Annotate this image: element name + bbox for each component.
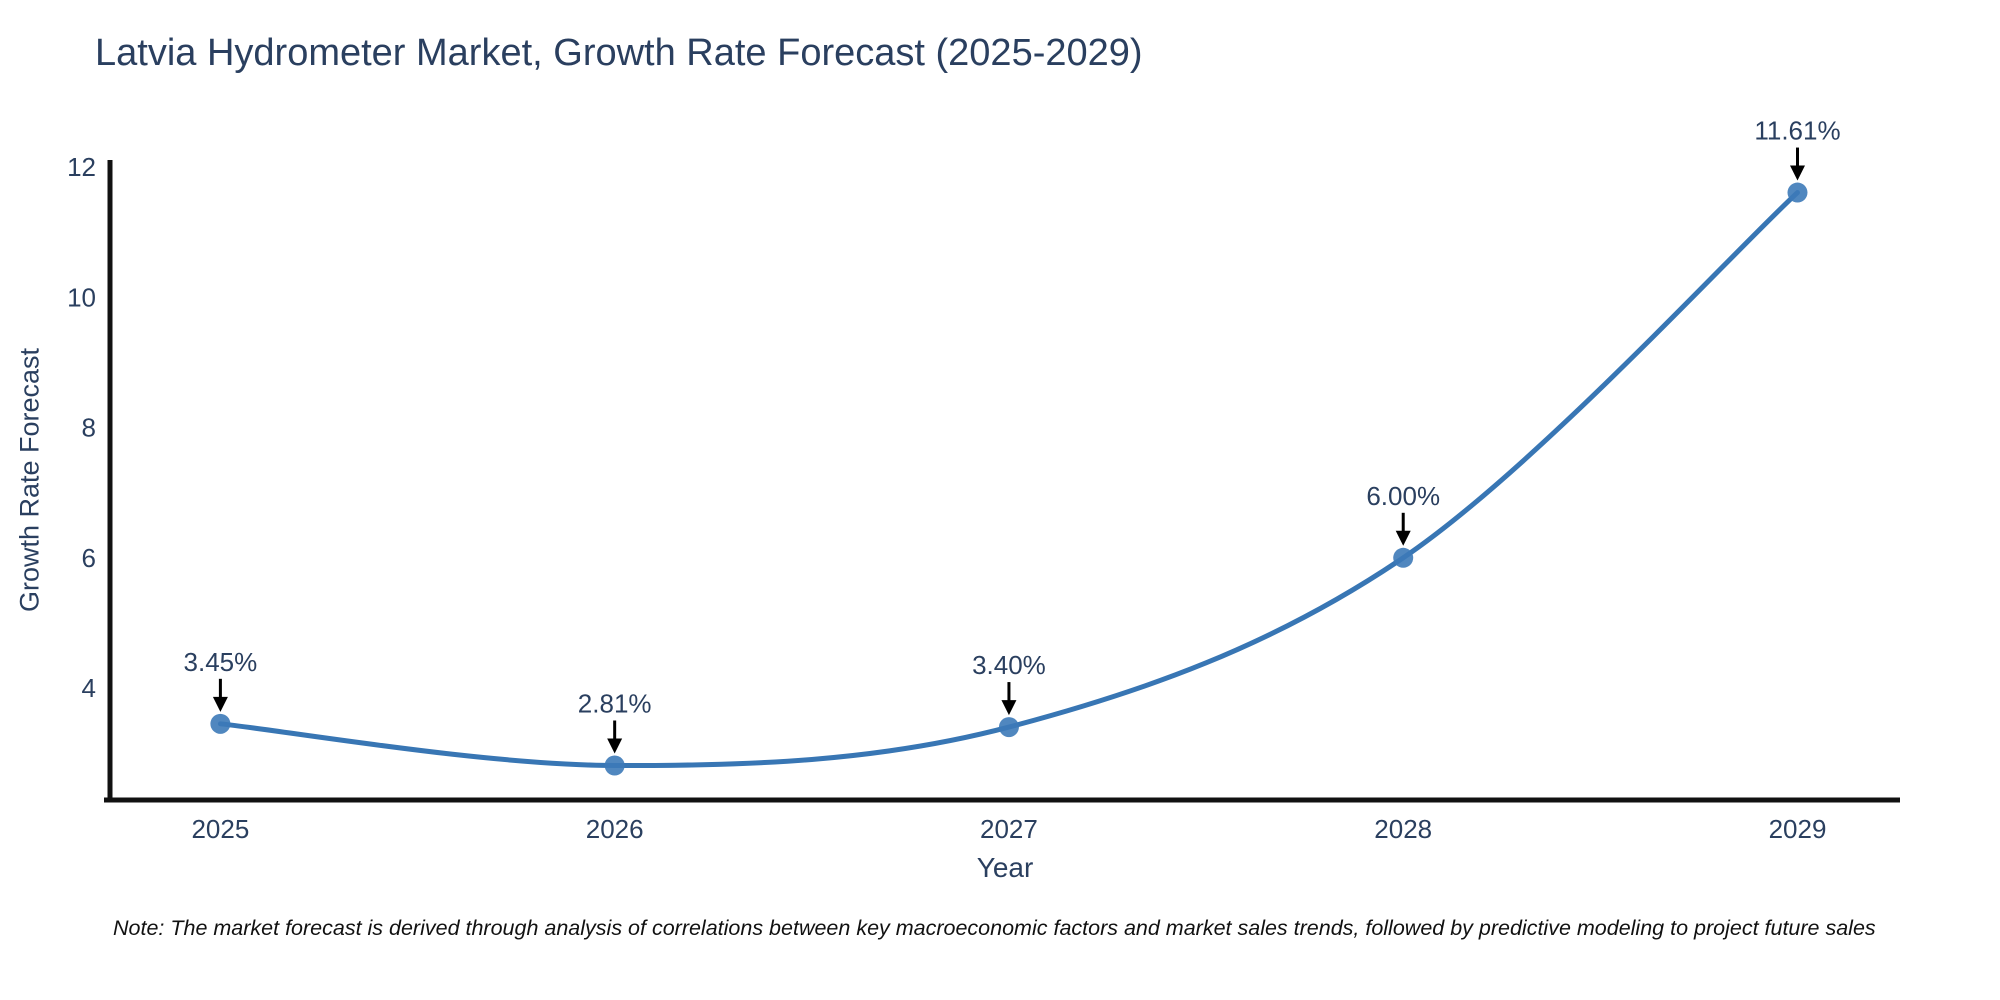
chart-title: Latvia Hydrometer Market, Growth Rate Fo… xyxy=(95,32,1143,74)
x-tick-label: 2028 xyxy=(1374,814,1432,844)
y-tick-label: 6 xyxy=(82,543,96,573)
footnote-text: Note: The market forecast is derived thr… xyxy=(113,916,1876,940)
data-point-marker xyxy=(210,713,231,734)
data-point-marker xyxy=(998,717,1019,738)
forecast-line xyxy=(217,190,1800,769)
annotation-arrow-head-icon xyxy=(607,738,623,754)
annotation-label: 3.40% xyxy=(972,650,1046,680)
annotation-label: 6.00% xyxy=(1366,481,1440,511)
y-tick-label: 4 xyxy=(82,673,96,703)
y-axis-title: Growth Rate Forecast xyxy=(14,347,45,613)
data-point-marker xyxy=(1393,547,1414,568)
x-tick-label: 2026 xyxy=(586,814,644,844)
x-axis-title: Year xyxy=(976,852,1034,883)
annotation-arrow-head-icon xyxy=(1789,165,1805,181)
data-point-marker xyxy=(1787,182,1808,203)
annotation-arrow-head-icon xyxy=(212,696,228,712)
x-tick-label: 2029 xyxy=(1769,814,1827,844)
y-tick-label: 12 xyxy=(67,152,96,182)
annotation-label: 11.61% xyxy=(1754,116,1840,146)
annotation-label: 3.45% xyxy=(184,647,258,677)
y-tick-label: 8 xyxy=(82,413,96,443)
x-tick-label: 2027 xyxy=(980,814,1038,844)
data-point-marker xyxy=(604,755,625,776)
y-tick-label: 10 xyxy=(67,282,96,312)
annotation-label: 2.81% xyxy=(578,688,652,718)
annotation-arrow-head-icon xyxy=(1001,700,1017,716)
x-tick-label: 2025 xyxy=(191,814,249,844)
annotation-arrow-head-icon xyxy=(1395,530,1411,546)
